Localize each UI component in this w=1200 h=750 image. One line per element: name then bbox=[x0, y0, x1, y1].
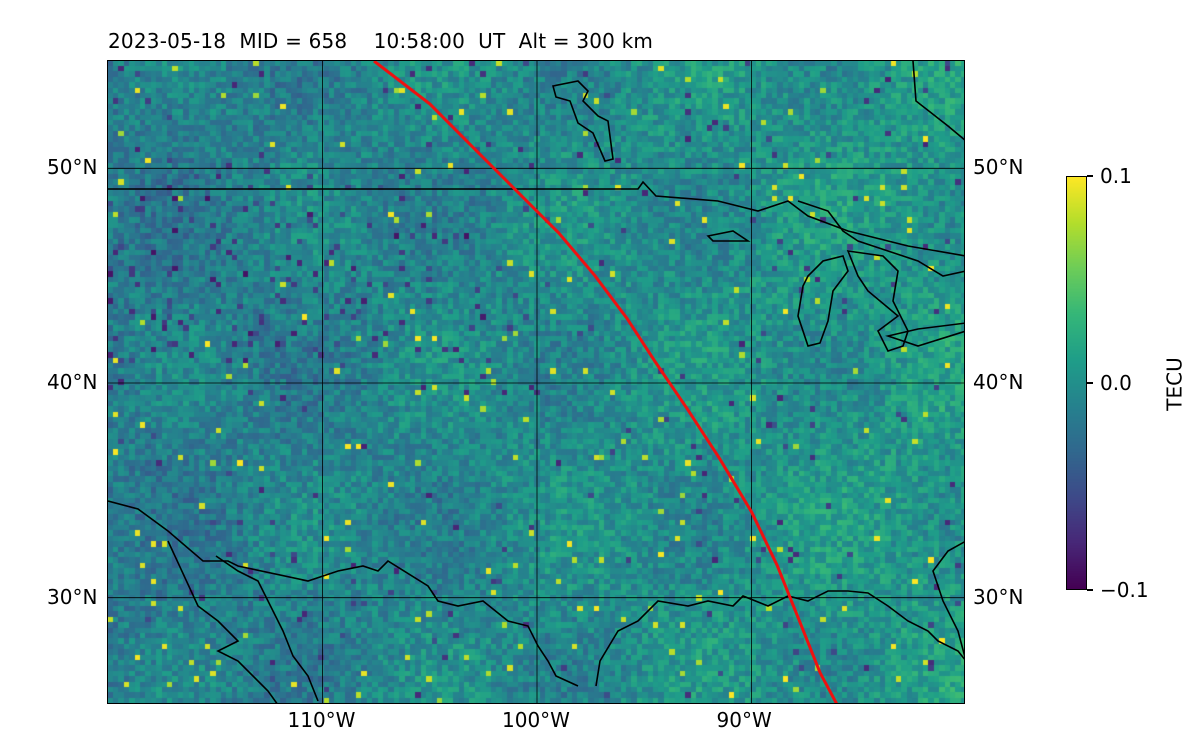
colorbar-tick-label: 0.1 bbox=[1100, 164, 1132, 188]
coastline-path bbox=[932, 541, 964, 657]
title-time: 10:58:00 bbox=[373, 29, 466, 53]
coastline-path bbox=[595, 590, 964, 687]
latitude-label-right: 50°N bbox=[973, 155, 1024, 180]
coastline-path bbox=[846, 250, 909, 352]
colorbar-title: TECU bbox=[1162, 357, 1187, 411]
coastline-path bbox=[108, 500, 579, 687]
longitude-label: 110°W bbox=[287, 708, 356, 732]
tec-map bbox=[107, 60, 965, 704]
colorbar-tick bbox=[1087, 589, 1093, 591]
coastline-path bbox=[797, 255, 849, 347]
coastline-path bbox=[797, 200, 964, 277]
colorbar bbox=[1066, 176, 1087, 590]
title-ut: UT bbox=[478, 29, 506, 53]
coastline-path bbox=[912, 61, 964, 141]
longitude-label: 90°W bbox=[716, 708, 772, 732]
title-alt: Alt = 300 km bbox=[518, 29, 654, 53]
coastline-path bbox=[706, 230, 751, 242]
colorbar-tick-label: −0.1 bbox=[1100, 578, 1149, 602]
latitude-label-left: 50°N bbox=[47, 155, 98, 180]
latitude-label-left: 40°N bbox=[47, 370, 98, 394]
colorbar-tick-label: 0.0 bbox=[1100, 371, 1132, 395]
plot-title: 2023-05-18 MID = 658 10:58:00 UT Alt = 3… bbox=[108, 29, 653, 53]
title-mid: MID = 658 bbox=[239, 29, 348, 53]
longitude-label: 100°W bbox=[502, 708, 570, 732]
colorbar-gradient bbox=[1067, 177, 1086, 589]
title-date: 2023-05-18 bbox=[108, 29, 227, 53]
map-overlay bbox=[108, 61, 964, 703]
colorbar-tick bbox=[1087, 382, 1093, 384]
latitude-label-left: 30°N bbox=[47, 584, 98, 609]
coastline-path bbox=[167, 540, 278, 703]
coastline-path bbox=[885, 322, 964, 347]
satellite-track bbox=[373, 61, 838, 703]
coastline-path bbox=[552, 80, 614, 162]
coastline-path bbox=[215, 555, 319, 702]
coastline-path bbox=[108, 180, 964, 257]
colorbar-tick bbox=[1087, 175, 1093, 177]
latitude-label-right: 30°N bbox=[973, 584, 1024, 609]
latitude-label-right: 40°N bbox=[973, 370, 1024, 394]
